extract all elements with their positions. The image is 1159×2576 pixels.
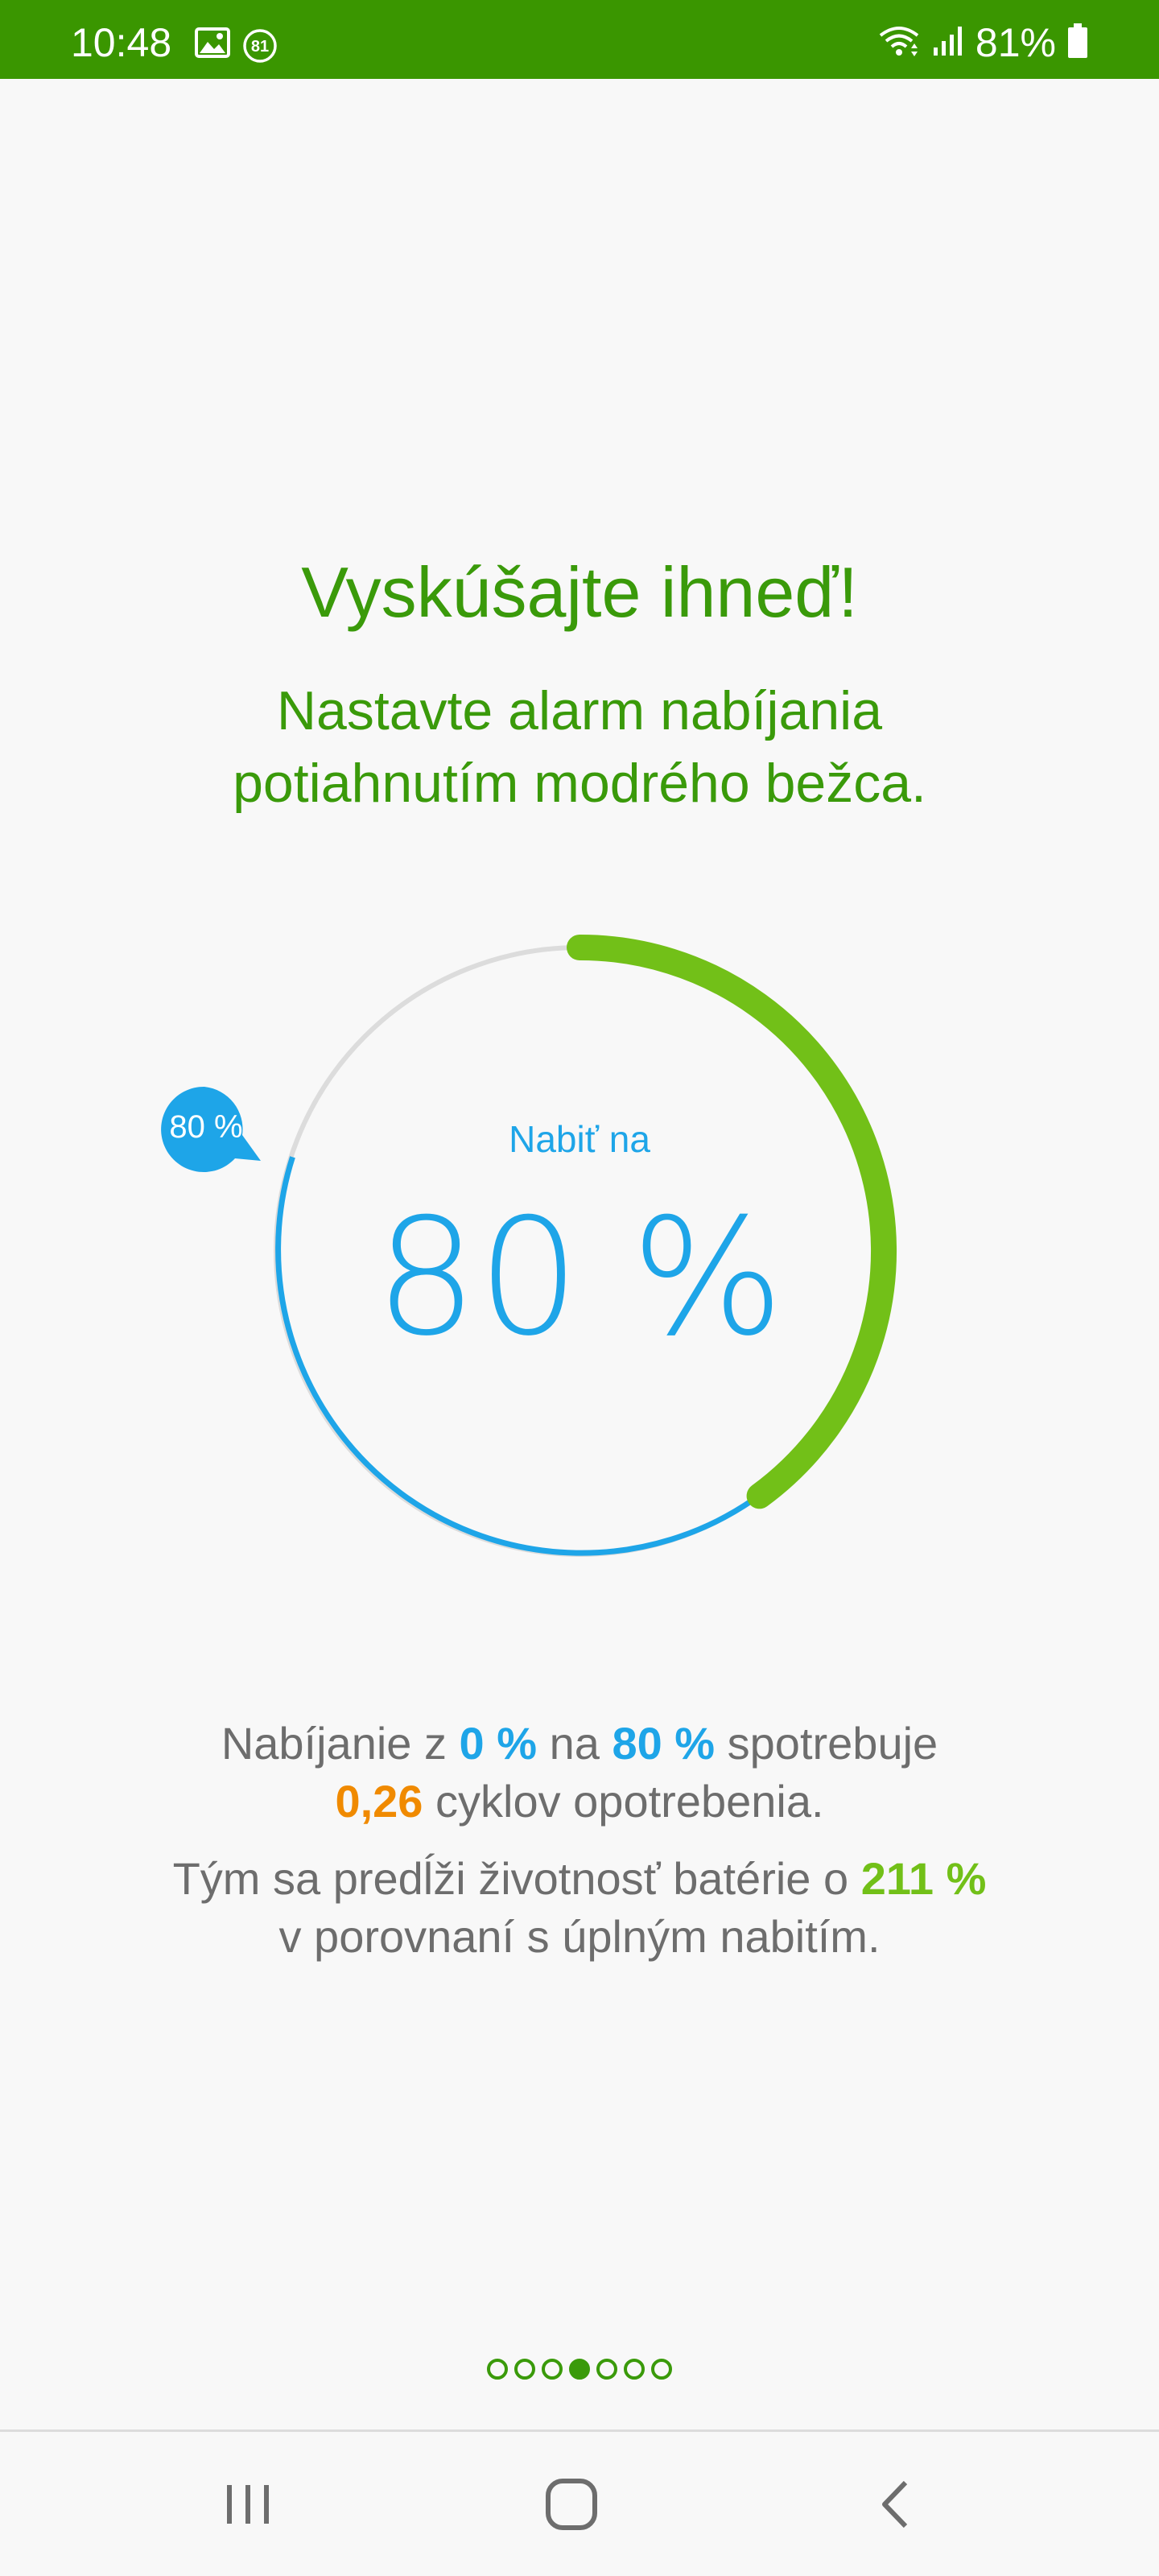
info-line-2: 0,26 cyklov opotrebenia. [0, 1773, 1159, 1831]
battery-icon [1067, 23, 1088, 63]
image-icon [195, 27, 230, 68]
info-line-3: Tým sa predĺži životnosť batérie o 211 % [0, 1850, 1159, 1908]
info-text: cyklov opotrebenia. [423, 1776, 824, 1827]
navigation-bar [0, 2432, 1159, 2576]
slider-thumb[interactable] [158, 1085, 262, 1174]
page-dot[interactable] [487, 2359, 508, 2380]
info-from-value: 0 % [459, 1718, 538, 1769]
page-dot[interactable] [542, 2359, 563, 2380]
page-dot[interactable] [651, 2359, 672, 2380]
status-left-icons: 81 [195, 27, 278, 68]
wifi-icon [877, 24, 921, 62]
status-right: 81% [877, 23, 1088, 63]
nav-divider [0, 2429, 1159, 2432]
info-text: Nabíjanie z [221, 1718, 460, 1769]
recent-apps-icon [227, 2485, 269, 2524]
info-text: Tým sa predĺži životnosť batérie o [172, 1853, 861, 1904]
page-dot[interactable] [624, 2359, 645, 2380]
home-button[interactable] [523, 2464, 620, 2545]
notification-count: 81 [251, 38, 269, 56]
info-line-1: Nabíjanie z 0 % na 80 % spotrebuje [0, 1715, 1159, 1773]
back-button[interactable] [847, 2464, 943, 2545]
dial-value: 80 % [374, 1184, 785, 1372]
signal-icon [932, 25, 964, 61]
slider-thumb-label: 80 % [169, 1109, 243, 1145]
back-icon [882, 2480, 908, 2529]
status-bar: 10:48 81 [0, 0, 1159, 79]
dial-caption: Nabiť na [509, 1118, 650, 1160]
info-text: na [537, 1718, 612, 1769]
info-gain-value: 211 % [860, 1853, 987, 1904]
info-line-4: v porovnaní s úplným nabitím. [278, 1911, 881, 1962]
info-to-value: 80 % [612, 1718, 716, 1769]
info-cycles-value: 0,26 [335, 1776, 423, 1827]
home-icon [546, 2479, 597, 2530]
notification-count-icon: 81 [241, 27, 278, 68]
battery-percent: 81% [975, 20, 1056, 65]
recent-apps-button[interactable] [200, 2464, 296, 2545]
info-text: spotrebuje [715, 1718, 938, 1769]
page-subtitle: Nastavte alarm nabíjania potiahnutím mod… [0, 675, 1159, 819]
status-time: 10:48 [71, 20, 172, 65]
page-title: Vyskúšajte ihneď! [301, 552, 858, 632]
page-dot[interactable] [596, 2359, 617, 2380]
page-dot[interactable] [514, 2359, 535, 2380]
page-indicator [0, 2359, 1159, 2380]
subtitle-line-1: Nastavte alarm nabíjania [276, 680, 883, 741]
page-dot-active[interactable] [569, 2359, 590, 2380]
subtitle-line-2: potiahnutím modrého bežca. [233, 753, 926, 814]
